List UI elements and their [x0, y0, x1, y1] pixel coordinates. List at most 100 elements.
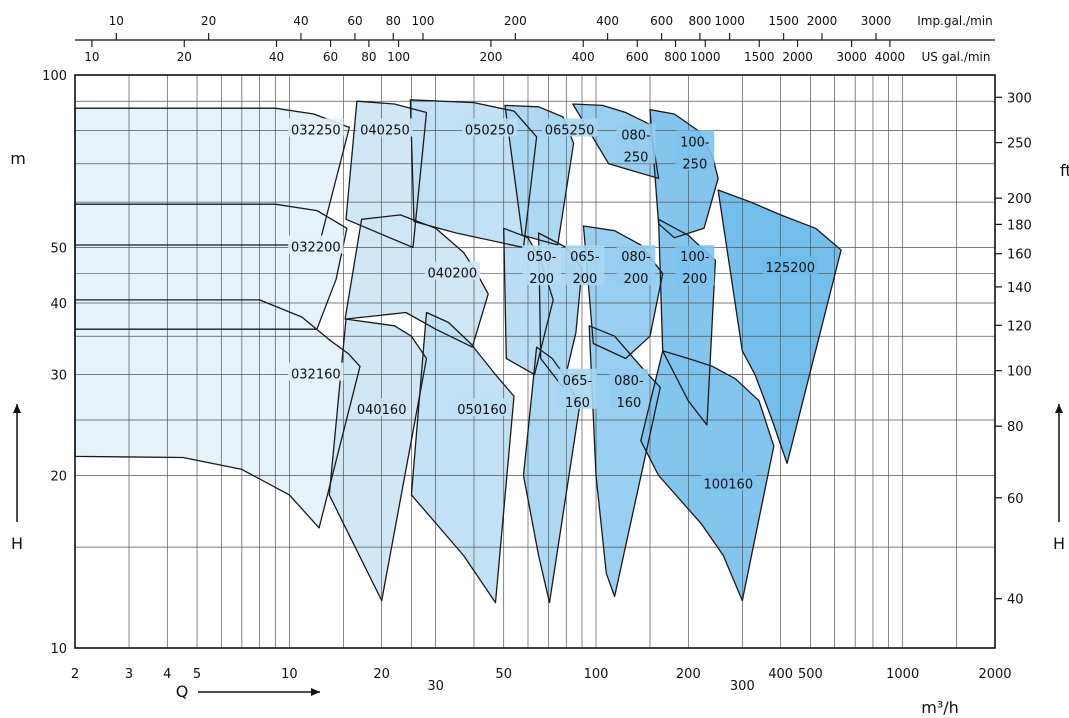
x-tick-20: 20 [373, 667, 390, 682]
label-bg-080-160 [609, 368, 649, 409]
axis-names: m ft H H Qm³/h [10, 149, 1069, 717]
us-tick-2000: 2000 [782, 50, 813, 64]
ft-tick-140: 140 [1007, 281, 1032, 296]
pump-label-040160-0: 040160 [357, 403, 407, 418]
envelope-outline-100-200 [657, 218, 717, 426]
label-bg-065-200 [565, 245, 605, 286]
imp-tick-200: 200 [504, 14, 527, 28]
y-tick-20: 20 [50, 470, 67, 485]
us-tick-20: 20 [177, 50, 192, 64]
envelope-fill-040200 [345, 214, 489, 348]
us-tick-800: 800 [664, 50, 687, 64]
y-tick-30: 30 [50, 369, 67, 384]
pump-label-065-160-1: 160 [565, 396, 590, 411]
envelope-outline-050250 [409, 99, 538, 249]
us-tick-200: 200 [479, 50, 502, 64]
x-tick-4: 4 [163, 667, 171, 682]
envelope-outline-032200 [74, 203, 348, 330]
x-unit: m³/h [921, 698, 959, 717]
label-bg-100-250 [675, 130, 715, 171]
ft-tick-300: 300 [1007, 91, 1032, 106]
y-tick-50: 50 [50, 241, 67, 256]
x-tick-30: 30 [427, 679, 444, 694]
y-tick-100: 100 [42, 69, 67, 84]
y-symbol-right: H [1053, 534, 1065, 553]
pump-label-050160-0: 050160 [457, 403, 507, 418]
us-tick-60: 60 [323, 50, 338, 64]
imp-tick-10: 10 [109, 14, 124, 28]
imp-tick-20: 20 [201, 14, 216, 28]
envelope-outline-050-200 [503, 227, 554, 376]
us-tick-10: 10 [84, 50, 99, 64]
envelope-outline-125200 [717, 189, 842, 465]
x-tick-1000: 1000 [886, 667, 919, 682]
us-scale-label: US gal./min [921, 50, 990, 64]
imp-tick-60: 60 [347, 14, 362, 28]
envelope-fill-080-160 [589, 325, 661, 597]
x-tick-100: 100 [584, 667, 609, 682]
pump-label-032200-0: 032200 [291, 240, 341, 255]
label-bg-050160 [454, 398, 510, 417]
imp-tick-600: 600 [650, 14, 673, 28]
x-tick-2: 2 [71, 667, 79, 682]
y-arrow-left-arrowhead-icon [13, 404, 21, 413]
us-tick-600: 600 [626, 50, 649, 64]
imp-tick-800: 800 [688, 14, 711, 28]
x-arrow-arrowhead-icon [311, 688, 320, 696]
envelope-fill-032160 [75, 299, 360, 528]
pump-label-080-200-1: 200 [624, 272, 649, 287]
label-bg-050-200 [522, 245, 562, 286]
ft-tick-40: 40 [1007, 593, 1024, 608]
label-bg-100-200 [675, 245, 715, 286]
pump-envelope-fills [75, 99, 842, 603]
us-tick-3000: 3000 [836, 50, 867, 64]
pump-label-032160-0: 032160 [291, 368, 341, 383]
envelope-outline-040160 [328, 318, 428, 602]
us-tick-1000: 1000 [690, 50, 721, 64]
y-tick-10: 10 [50, 642, 67, 657]
grid-lines [74, 74, 996, 649]
ft-tick-180: 180 [1007, 218, 1032, 233]
ft-tick-100: 100 [1007, 365, 1032, 380]
pump-label-080-250-0: 080- [621, 129, 651, 144]
x-tick-2000: 2000 [978, 667, 1011, 682]
imp-tick-1000: 1000 [714, 14, 745, 28]
ft-tick-250: 250 [1007, 137, 1032, 152]
label-bg-040160 [354, 398, 410, 417]
pump-label-065250-0: 065250 [545, 124, 595, 139]
label-bg-040200 [424, 261, 480, 280]
us-tick-80: 80 [361, 50, 376, 64]
x-tick-5: 5 [193, 667, 201, 682]
y-unit-right: ft [1060, 161, 1069, 180]
envelope-outline-050160 [410, 311, 515, 604]
pump-label-080-200-0: 080- [621, 250, 651, 265]
plot-frame [74, 74, 996, 649]
us-tick-1500: 1500 [744, 50, 775, 64]
x-tick-3: 3 [125, 667, 133, 682]
label-bg-125200 [762, 256, 818, 275]
label-bg-050250 [462, 118, 518, 137]
pump-labels: 032250 032200 032160 040250 040200 040160 0502… [288, 118, 818, 492]
pump-label-100-250-0: 100- [680, 135, 710, 150]
x-tick-10: 10 [281, 667, 298, 682]
envelope-fill-100-250 [650, 109, 719, 238]
y-arrow-right-arrowhead-icon [1055, 404, 1063, 413]
envelope-fill-065250 [505, 105, 574, 246]
x-tick-300: 300 [730, 679, 755, 694]
ft-tick-160: 160 [1007, 248, 1032, 263]
pump-label-100-200-0: 100- [680, 250, 710, 265]
label-bg-032160 [288, 362, 344, 381]
imp-tick-80: 80 [386, 14, 401, 28]
envelope-outline-080-200 [582, 225, 664, 360]
envelope-fill-032200 [75, 204, 347, 330]
pump-label-065-160-0: 065- [563, 374, 593, 389]
us-tick-40: 40 [269, 50, 284, 64]
envelope-outline-080-160 [588, 325, 661, 598]
pump-label-032250-0: 032250 [291, 124, 341, 139]
x-tick-400: 400 [768, 667, 793, 682]
pump-label-125200-0: 125200 [765, 261, 815, 276]
imp-tick-400: 400 [596, 14, 619, 28]
ft-tick-200: 200 [1007, 192, 1032, 207]
label-bg-032250 [288, 118, 344, 137]
